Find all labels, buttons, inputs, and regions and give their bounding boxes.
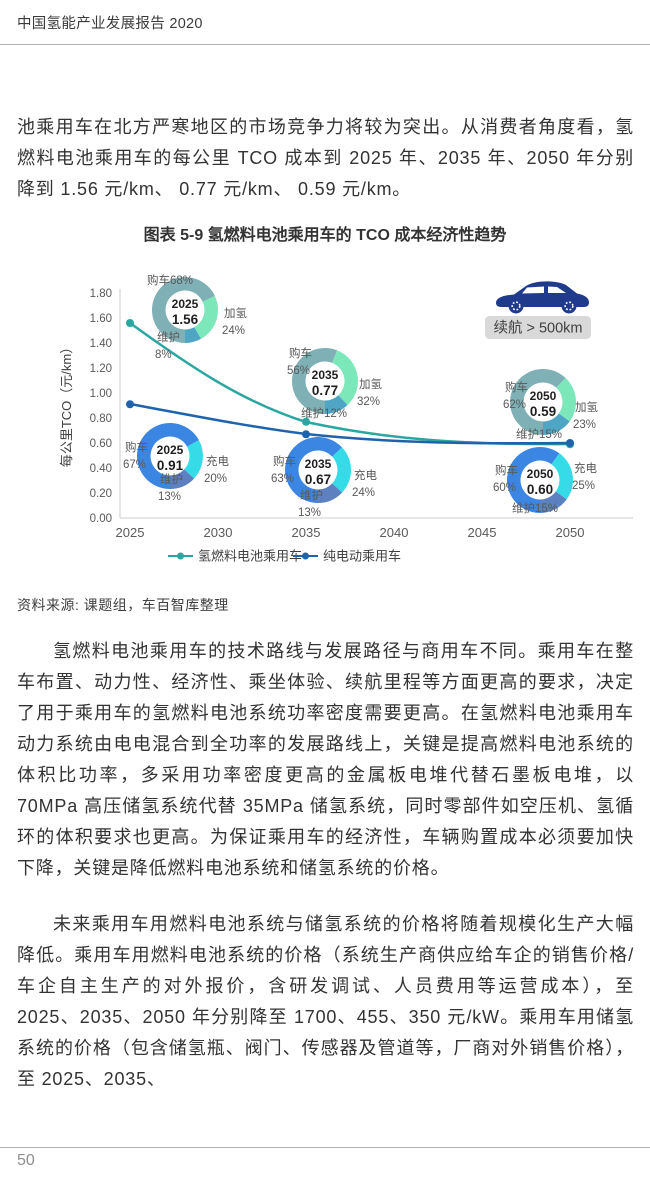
svg-text:1.80: 1.80 <box>90 288 112 300</box>
tco-chart: 0.00 0.20 0.40 0.60 0.80 1.00 1.20 1.40 1.60 1.80… <box>0 253 650 588</box>
svg-text:1.60: 1.60 <box>90 313 112 325</box>
svg-text:2030: 2030 <box>204 525 233 540</box>
svg-text:13%: 13% <box>298 507 321 519</box>
svg-text:56%: 56% <box>287 365 310 377</box>
svg-text:0.91: 0.91 <box>157 458 184 473</box>
svg-text:60%: 60% <box>493 482 516 494</box>
car-icon <box>496 281 589 314</box>
svg-text:续航 > 500km: 续航 > 500km <box>493 320 582 337</box>
svg-text:0.67: 0.67 <box>305 472 331 487</box>
svg-text:0.60: 0.60 <box>527 482 553 497</box>
svg-text:8%: 8% <box>155 349 172 361</box>
svg-text:32%: 32% <box>357 396 380 408</box>
svg-text:63%: 63% <box>271 473 294 485</box>
range-badge: 续航 > 500km <box>485 316 591 339</box>
legend-item: 纯电动乘用车 <box>293 549 401 564</box>
tco-chart-svg: 0.00 0.20 0.40 0.60 0.80 1.00 1.20 1.40 1.60 1.80… <box>59 273 633 564</box>
svg-text:2035: 2035 <box>312 368 339 382</box>
svg-text:2040: 2040 <box>380 525 409 540</box>
svg-text:2050: 2050 <box>556 525 585 540</box>
svg-text:氢燃料电池乘用车: 氢燃料电池乘用车 <box>198 549 302 564</box>
document-title: 中国氢能产业发展报告 2020 <box>17 16 203 32</box>
svg-text:1.40: 1.40 <box>90 338 112 350</box>
svg-text:维护: 维护 <box>300 488 323 502</box>
svg-text:23%: 23% <box>573 419 596 431</box>
svg-text:25%: 25% <box>572 480 595 492</box>
svg-text:13%: 13% <box>158 491 181 503</box>
svg-text:0.80: 0.80 <box>90 413 112 425</box>
paragraph-1: 池乘用车在北方严寒地区的市场竞争力将较为突出。从消费者角度看，氢燃料电池乘用车的… <box>17 117 634 199</box>
svg-text:购车68%: 购车68% <box>147 273 193 287</box>
svg-text:购车: 购车 <box>505 380 528 394</box>
legend-item: 氢燃料电池乘用车 <box>168 549 302 564</box>
svg-text:充电: 充电 <box>574 461 597 475</box>
page-number: 50 <box>17 1152 35 1169</box>
svg-text:0.20: 0.20 <box>90 488 112 500</box>
svg-text:充电: 充电 <box>354 468 377 482</box>
footer-divider <box>0 1147 650 1148</box>
svg-text:维护12%: 维护12% <box>301 406 347 420</box>
svg-text:0.77: 0.77 <box>312 383 338 398</box>
svg-text:维护: 维护 <box>160 472 183 486</box>
svg-text:2035: 2035 <box>305 457 332 471</box>
svg-text:67%: 67% <box>123 459 146 471</box>
svg-text:维护15%: 维护15% <box>516 427 562 441</box>
svg-text:购车: 购车 <box>495 463 518 477</box>
paragraph-3: 未来乘用车用燃料电池系统与储氢系统的价格将随着规模化生产大幅降低。乘用车用燃料电… <box>17 914 634 1089</box>
svg-text:0.40: 0.40 <box>90 463 112 475</box>
svg-text:2050: 2050 <box>530 389 557 403</box>
svg-text:购车: 购车 <box>289 346 312 360</box>
svg-text:充电: 充电 <box>206 454 229 468</box>
svg-text:加氢: 加氢 <box>224 306 247 320</box>
svg-text:24%: 24% <box>352 487 375 499</box>
svg-text:维护: 维护 <box>157 330 180 344</box>
svg-text:纯电动乘用车: 纯电动乘用车 <box>323 549 401 564</box>
svg-text:1.20: 1.20 <box>90 363 112 375</box>
svg-text:2050: 2050 <box>527 467 554 481</box>
paragraph-2: 氢燃料电池乘用车的技术路线与发展路径与商用车不同。乘用车在整车布置、动力性、经济… <box>17 641 634 878</box>
svg-text:0.60: 0.60 <box>90 438 112 450</box>
figure-source: 资料来源: 课题组，车百智库整理 <box>17 597 229 613</box>
svg-text:加氢: 加氢 <box>359 377 382 391</box>
svg-text:维护15%: 维护15% <box>512 501 558 515</box>
y-axis-title: 每公里TCO（元/km） <box>59 341 74 467</box>
svg-text:62%: 62% <box>503 399 526 411</box>
svg-text:2025: 2025 <box>172 297 199 311</box>
chart-legend: 氢燃料电池乘用车 纯电动乘用车 <box>168 549 401 564</box>
page-content: 池乘用车在北方严寒地区的市场竞争力将较为突出。从消费者角度看，氢燃料电池乘用车的… <box>0 117 650 1089</box>
figure-title: 图表 5-9 氢燃料电池乘用车的 TCO 成本经济性趋势 <box>143 227 507 244</box>
svg-text:0.59: 0.59 <box>530 404 556 419</box>
svg-text:加氢: 加氢 <box>575 400 598 414</box>
svg-text:购车: 购车 <box>273 454 296 468</box>
svg-text:20%: 20% <box>204 473 227 485</box>
svg-text:2025: 2025 <box>116 525 145 540</box>
header-divider <box>0 44 650 45</box>
svg-text:2045: 2045 <box>468 525 497 540</box>
svg-text:2025: 2025 <box>157 443 184 457</box>
svg-text:购车: 购车 <box>125 440 148 454</box>
svg-text:24%: 24% <box>222 325 245 337</box>
svg-text:0.00: 0.00 <box>90 513 112 525</box>
svg-text:2035: 2035 <box>292 525 321 540</box>
svg-text:1.00: 1.00 <box>90 388 112 400</box>
series-line <box>129 402 571 445</box>
svg-text:1.56: 1.56 <box>172 312 199 327</box>
